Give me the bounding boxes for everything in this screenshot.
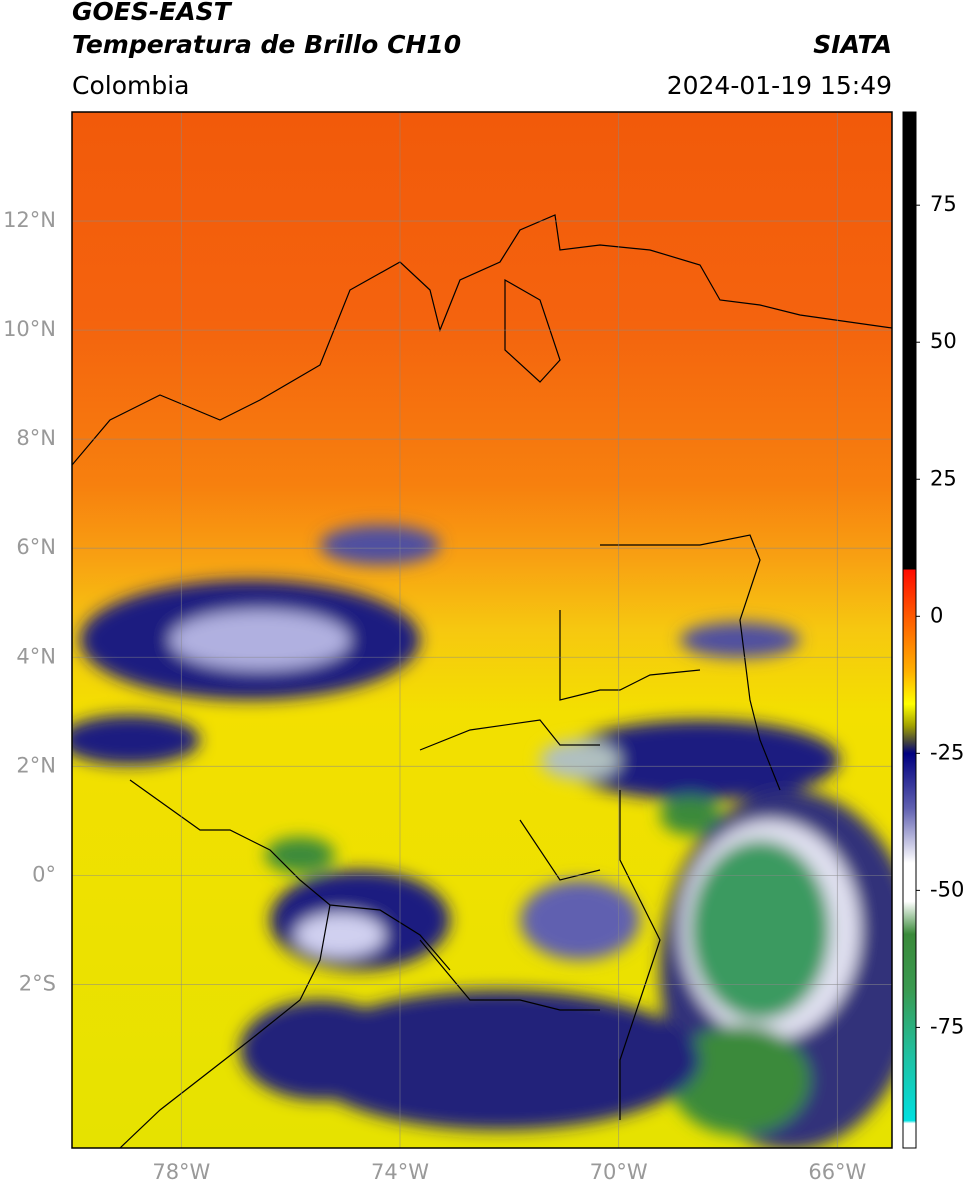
colorbar-tick-label: 75: [930, 192, 957, 216]
y-tick-label: 2°S: [19, 971, 56, 995]
brand: SIATA: [813, 30, 892, 59]
title: GOES-EAST: [72, 0, 233, 26]
colorbar-tick-label: -25: [930, 740, 964, 764]
y-tick-label: 0°: [32, 862, 56, 886]
y-tick-label: 8°N: [16, 426, 56, 450]
y-tick-label: 10°N: [3, 317, 56, 341]
subtitle: Temperatura de Brillo CH10: [72, 30, 461, 59]
colorbar-tick-label: -50: [930, 877, 964, 901]
map-frame: [71, 111, 893, 1149]
x-tick-label: 70°W: [590, 1160, 648, 1184]
colorbar-tick-label: -75: [930, 1014, 964, 1038]
y-tick-label: 6°N: [16, 535, 56, 559]
colorbar-tick-label: 25: [930, 466, 957, 490]
timestamp: 2024-01-19 15:49: [667, 71, 892, 100]
y-tick-label: 12°N: [3, 208, 56, 232]
colorbar-tick-label: 50: [930, 329, 957, 353]
gridlines: [72, 112, 892, 1148]
x-tick-label: 66°W: [808, 1160, 866, 1184]
clouds: [72, 525, 892, 1148]
y-tick-label: 2°N: [16, 753, 56, 777]
y-tick-label: 4°N: [16, 644, 56, 668]
boundaries: [72, 214, 892, 1148]
map-image: [72, 112, 892, 1148]
region: Colombia: [72, 71, 189, 100]
colorbar: [902, 111, 917, 1149]
x-tick-label: 74°W: [371, 1160, 429, 1184]
x-tick-label: 78°W: [152, 1160, 210, 1184]
colorbar-tick-label: 0: [930, 603, 943, 627]
